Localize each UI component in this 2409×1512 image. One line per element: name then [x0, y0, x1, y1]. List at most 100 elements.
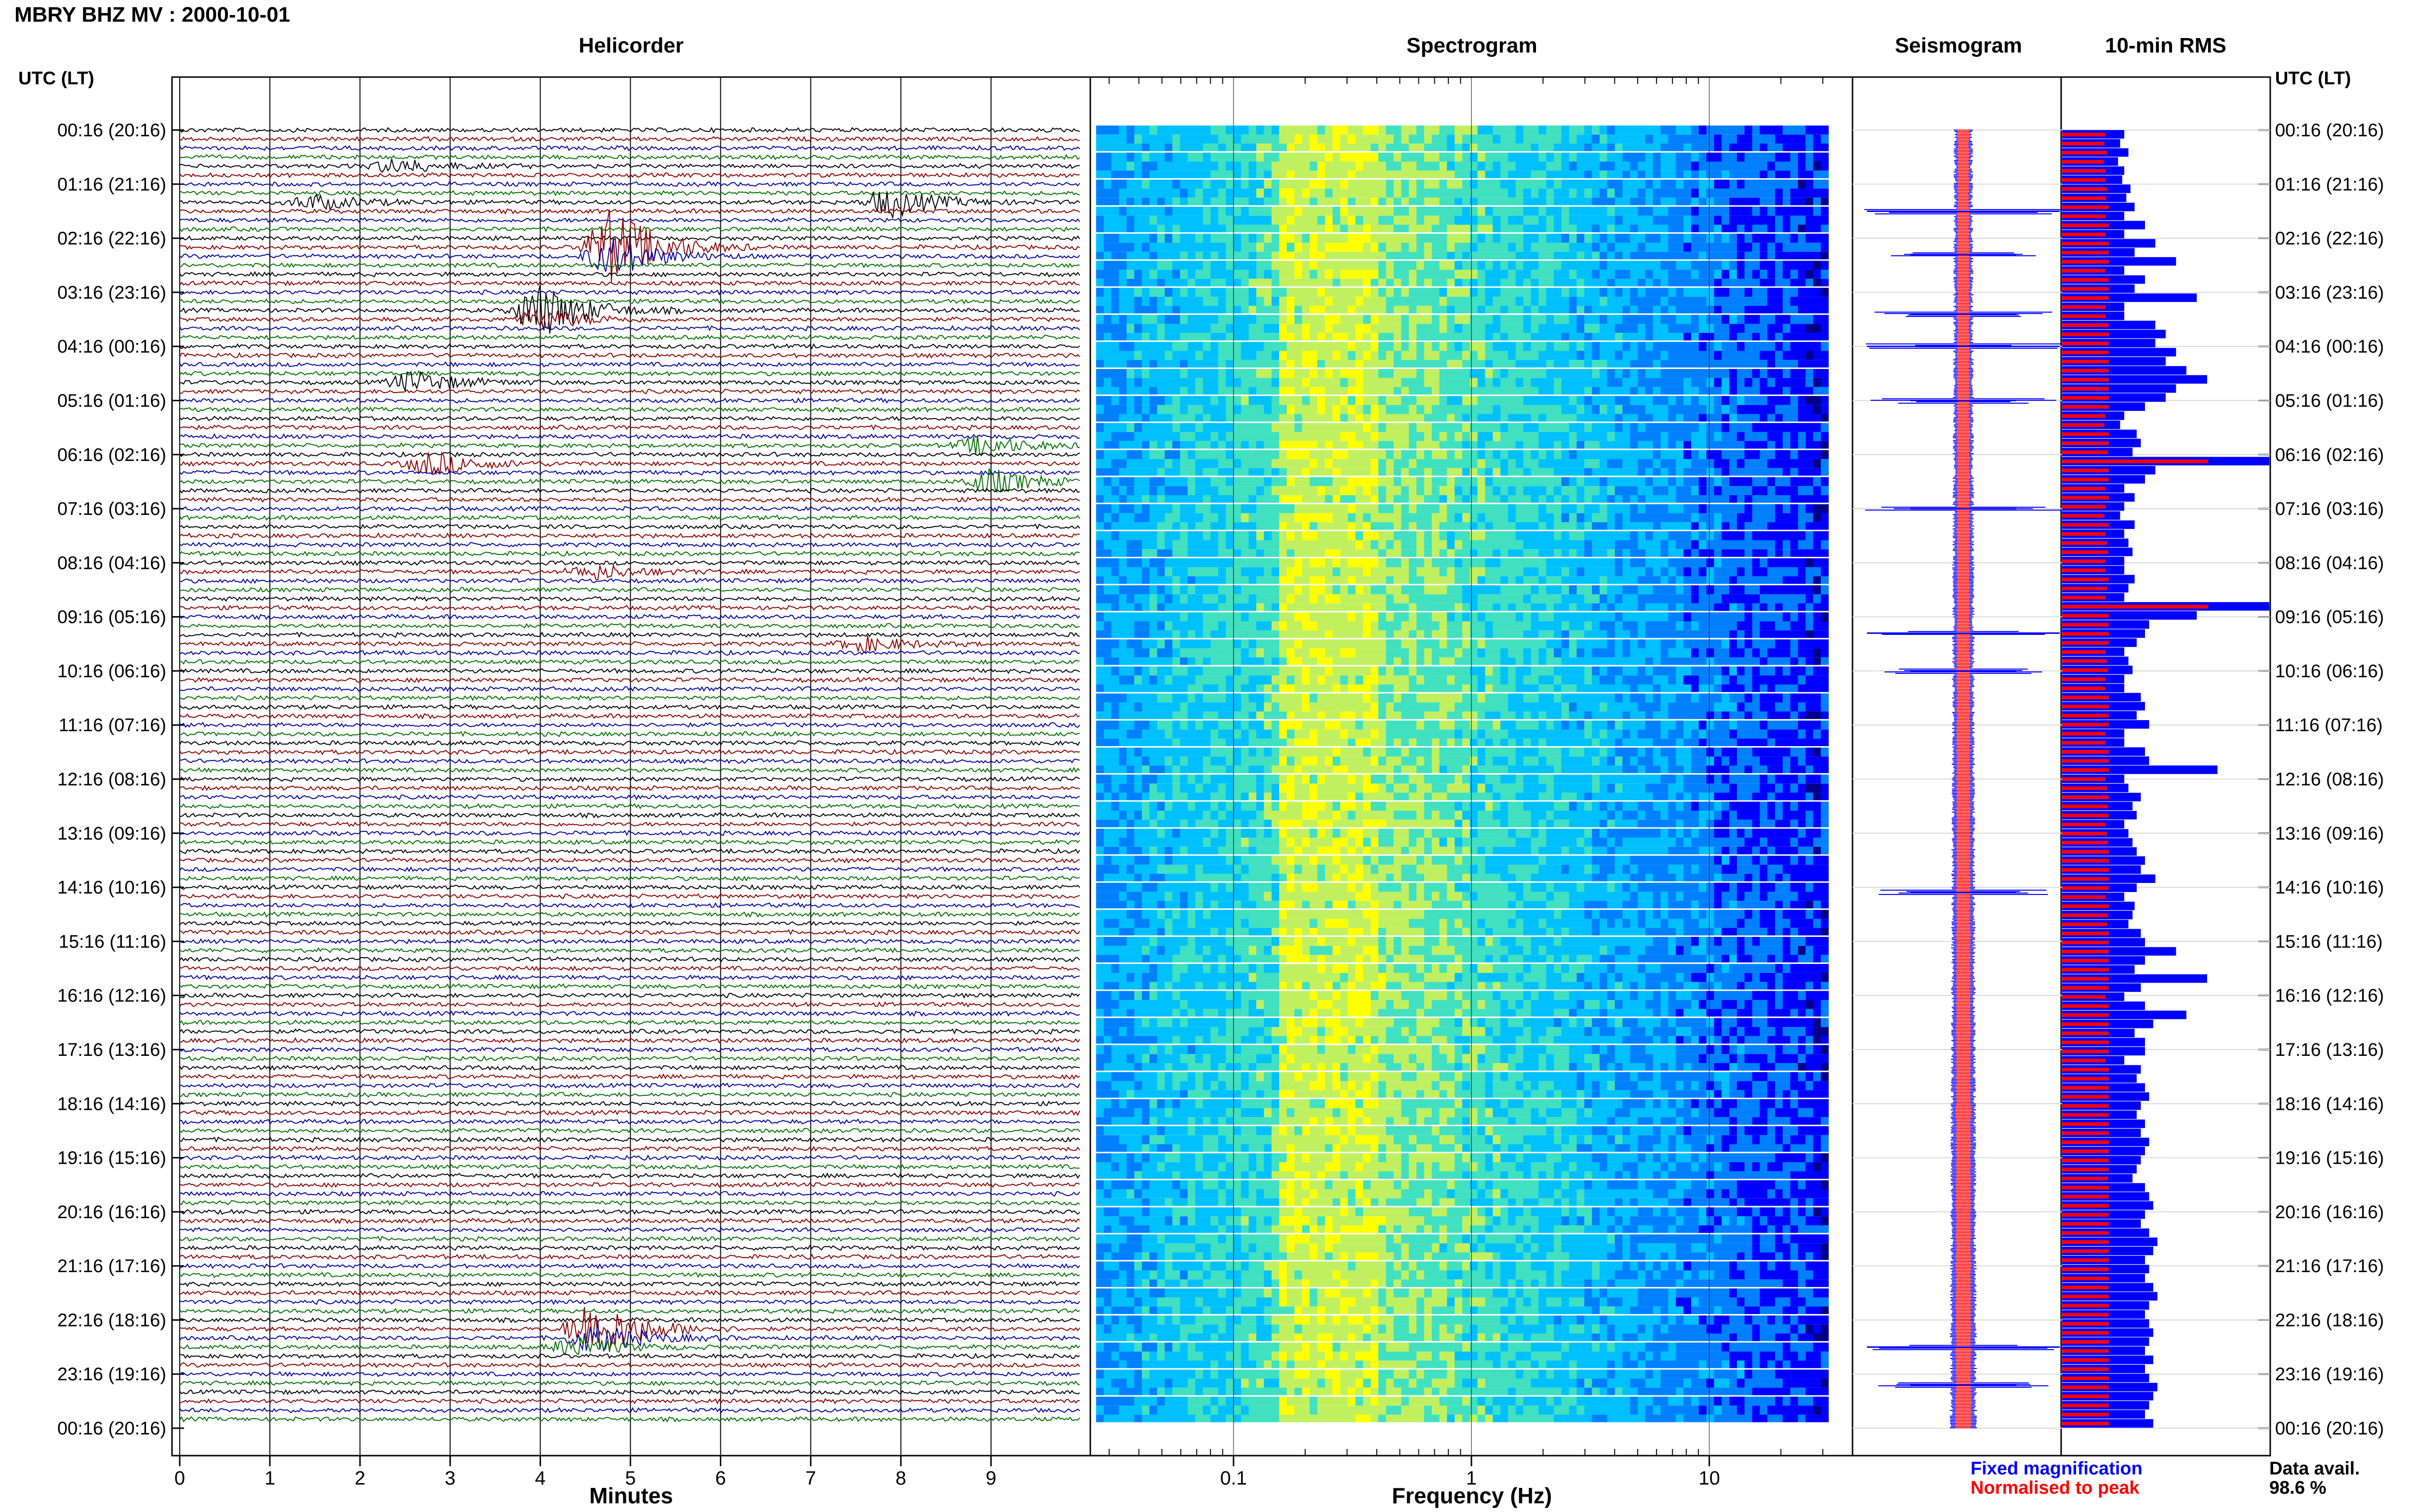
spectrogram-cell: [1790, 224, 1799, 233]
spectrogram-cell: [1409, 152, 1417, 162]
spectrogram-cell: [1348, 207, 1356, 216]
helicorder-trace: [179, 1136, 1080, 1143]
spectrogram-cell: [1752, 459, 1760, 468]
spectrogram-cell: [1531, 125, 1539, 135]
spectrogram-cell: [1615, 251, 1623, 260]
spectrogram-cell: [1615, 171, 1623, 178]
spectrogram-cell: [1340, 144, 1349, 151]
spectrogram-cell: [1447, 234, 1455, 243]
spectrogram-cell: [1424, 207, 1432, 216]
spectrogram-cell: [1645, 324, 1654, 333]
spectrogram-cell: [1691, 540, 1699, 550]
spectrogram-cell: [1500, 549, 1509, 557]
helicorder-trace: [179, 920, 1080, 926]
spectrogram-cell: [1515, 224, 1524, 233]
spectrogram-cell: [1218, 549, 1226, 557]
spectrogram-cell: [1302, 144, 1310, 151]
spectrogram-cell: [1714, 387, 1722, 395]
spectrogram-cell: [1500, 468, 1509, 476]
spectrogram-cell: [1798, 270, 1806, 279]
spectrogram-cell: [1805, 477, 1813, 486]
spectrogram-cell: [1668, 540, 1676, 550]
spectrogram-cell: [1752, 161, 1760, 171]
spectrogram-cell: [1165, 414, 1173, 422]
spectrogram-cell: [1653, 369, 1661, 378]
spectrogram-cell: [1188, 197, 1196, 206]
spectrogram-cell: [1126, 297, 1135, 306]
spectrogram-cell: [1546, 513, 1554, 523]
helicorder-x-tick-label: 7: [806, 1468, 816, 1489]
spectrogram-cell: [1676, 540, 1684, 550]
spectrogram-cell: [1798, 423, 1806, 432]
y-tick-label-left: 17:16 (13:16): [57, 1040, 166, 1060]
spectrogram-cell: [1126, 432, 1135, 441]
spectrogram-cell: [1493, 549, 1501, 557]
spectrogram-cell: [1279, 215, 1287, 225]
spectrogram-cell: [1165, 486, 1173, 495]
helicorder-trace: [179, 776, 1080, 783]
spectrogram-cell: [1363, 504, 1371, 513]
spectrogram-cell: [1767, 504, 1775, 513]
spectrogram-cell: [1767, 441, 1775, 449]
spectrogram-cell: [1325, 531, 1333, 540]
spectrogram-cell: [1752, 369, 1760, 378]
spectrogram-cell: [1737, 134, 1745, 144]
spectrogram-cell: [1455, 414, 1463, 422]
spectrogram-cell: [1226, 351, 1234, 360]
spectrogram-cell: [1584, 396, 1592, 405]
spectrogram-cell: [1767, 288, 1775, 297]
spectrogram-cell: [1821, 270, 1829, 279]
spectrogram-cell: [1645, 396, 1654, 405]
spectrogram-cell: [1554, 414, 1562, 422]
spectrogram-cell: [1172, 197, 1180, 206]
spectrogram-cell: [1332, 125, 1341, 135]
spectrogram-cell: [1706, 369, 1715, 378]
spectrogram-cell: [1500, 450, 1509, 460]
spectrogram-cell: [1500, 242, 1509, 252]
spectrogram-cell: [1142, 360, 1150, 368]
spectrogram-cell: [1371, 387, 1379, 395]
spectrogram-cell: [1630, 224, 1638, 233]
spectrogram-cell: [1775, 378, 1783, 387]
spectrogram-cell: [1752, 224, 1760, 233]
spectrogram-cell: [1462, 270, 1470, 279]
spectrogram-cell: [1668, 179, 1676, 189]
spectrogram-cell: [1607, 207, 1615, 216]
spectrogram-cell: [1546, 495, 1554, 503]
spectrogram-cell: [1676, 224, 1684, 233]
spectrogram-cell: [1248, 441, 1257, 449]
spectrogram-cell: [1119, 333, 1127, 341]
spectrogram-cell: [1409, 197, 1417, 206]
helicorder-trace: [179, 1317, 1080, 1324]
spectrogram-cell: [1638, 134, 1646, 144]
spectrogram-cell: [1172, 342, 1180, 351]
spectrogram-cell: [1607, 270, 1615, 279]
spectrogram-cell: [1630, 288, 1638, 297]
spectrogram-cell: [1698, 405, 1707, 414]
spectrogram-cell: [1111, 351, 1120, 360]
spectrogram-cell: [1355, 197, 1363, 206]
spectrogram-cell: [1538, 549, 1547, 557]
rms-frame: [2060, 76, 2271, 1457]
spectrogram-cell: [1477, 188, 1486, 198]
spectrogram-cell: [1805, 305, 1813, 314]
spectrogram-cell: [1286, 504, 1295, 513]
spectrogram-cell: [1256, 278, 1264, 287]
spectrogram-cell: [1813, 251, 1821, 260]
spectrogram-cell: [1233, 315, 1242, 324]
helicorder-trace: [179, 271, 1080, 277]
spectrogram-cell: [1210, 224, 1218, 233]
spectrogram-cell: [1119, 234, 1127, 243]
spectrogram-cell: [1592, 234, 1600, 243]
spectrogram-cell: [1462, 378, 1470, 387]
spectrogram-cell: [1310, 342, 1318, 351]
spectrogram-cell: [1760, 441, 1768, 449]
spectrogram-cell: [1416, 387, 1425, 395]
spectrogram-cell: [1638, 387, 1646, 395]
spectrogram-cell: [1195, 288, 1204, 297]
spectrogram-cell: [1493, 297, 1501, 306]
spectrogram-cell: [1256, 504, 1264, 513]
spectrogram-cell: [1698, 297, 1707, 306]
spectrogram-cell: [1447, 351, 1455, 360]
spectrogram-cell: [1248, 351, 1257, 360]
